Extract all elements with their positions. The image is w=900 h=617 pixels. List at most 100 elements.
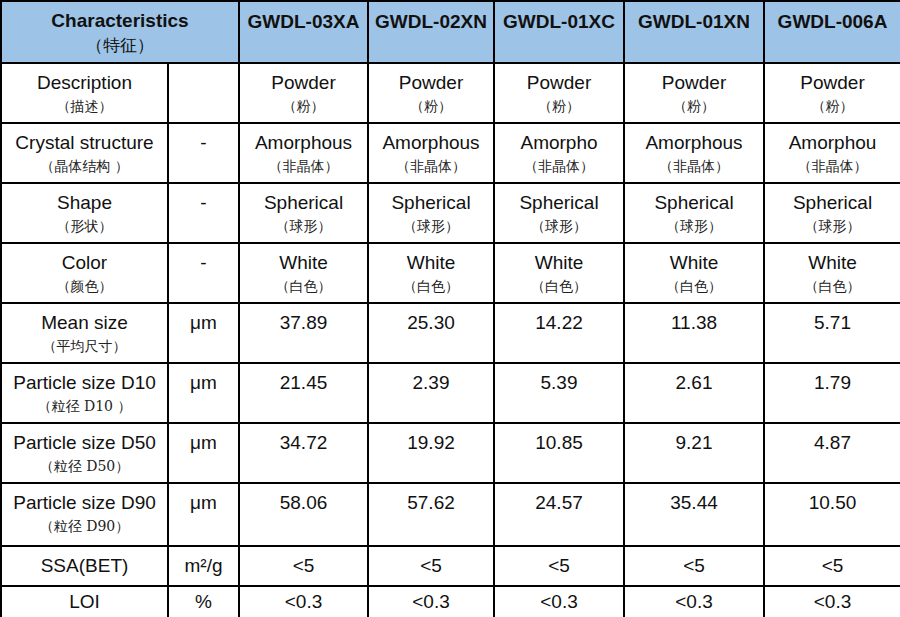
value-cell: 37.89	[239, 303, 368, 363]
value-cell: 14.22	[494, 303, 624, 363]
value-zh: （球形）	[765, 215, 900, 237]
value-cell: Powder（粉）	[368, 63, 494, 123]
row-label-zh: （颜色）	[2, 275, 167, 297]
table-row-ssa-bet: SSA(BET) m²/g <5 <5 <5 <5 <5	[1, 546, 900, 586]
value: White	[240, 244, 367, 275]
row-label-cell: Mean size （平均尺寸）	[1, 303, 168, 363]
value-zh: （非晶体）	[240, 155, 367, 177]
value-zh: （粉）	[625, 95, 763, 117]
value-cell: Spherical（球形）	[764, 183, 900, 243]
value-cell: Spherical（球形）	[494, 183, 624, 243]
value: Spherical	[765, 184, 900, 215]
value: 19.92	[369, 424, 493, 455]
value-cell: <0.3	[764, 586, 900, 617]
row-label-zh: （粒径 D10 ）	[2, 395, 167, 417]
value-cell: <0.3	[368, 586, 494, 617]
value: 57.62	[369, 484, 493, 515]
value: Powder	[369, 64, 493, 95]
value-cell: <5	[624, 546, 764, 586]
unit-cell: m²/g	[168, 546, 239, 586]
unit-cell: -	[168, 183, 239, 243]
value-cell: 4.87	[764, 423, 900, 483]
value-zh: （非晶体）	[495, 155, 623, 177]
value-cell: 35.44	[624, 483, 764, 546]
unit-cell: μm	[168, 423, 239, 483]
value: <5	[765, 554, 900, 578]
characteristics-header-cell: Characteristics （特征）	[1, 1, 239, 63]
unit-cell: μm	[168, 483, 239, 546]
value-zh: （球形）	[369, 215, 493, 237]
row-label: LOI	[2, 590, 167, 614]
row-label: Mean size	[2, 304, 167, 335]
value-cell: <5	[239, 546, 368, 586]
table-row-particle-size-d10: Particle size D10 （粒径 D10 ） μm 21.45 2.3…	[1, 363, 900, 423]
row-label-zh: （描述）	[2, 95, 167, 117]
value-cell: 21.45	[239, 363, 368, 423]
value: 35.44	[625, 484, 763, 515]
value-zh: （球形）	[240, 215, 367, 237]
value: 1.79	[765, 364, 900, 395]
value-cell: Powder（粉）	[494, 63, 624, 123]
value-cell: 34.72	[239, 423, 368, 483]
value: <5	[240, 554, 367, 578]
value: White	[765, 244, 900, 275]
column-header-gwdl-03xa: GWDL-03XA	[239, 1, 368, 63]
row-label: SSA(BET)	[2, 554, 167, 578]
row-label-cell: SSA(BET)	[1, 546, 168, 586]
row-label-zh: （形状）	[2, 215, 167, 237]
column-header-gwdl-02xn: GWDL-02XN	[368, 1, 494, 63]
value-cell: 24.57	[494, 483, 624, 546]
table-row-particle-size-d90: Particle size D90 （粒径 D90） μm 58.06 57.6…	[1, 483, 900, 546]
value-zh: （粉）	[495, 95, 623, 117]
column-header-gwdl-01xc: GWDL-01XC	[494, 1, 624, 63]
value-cell: 25.30	[368, 303, 494, 363]
value: 9.21	[625, 424, 763, 455]
value-cell: <0.3	[494, 586, 624, 617]
value-cell: Spherical（球形）	[239, 183, 368, 243]
value: <0.3	[240, 590, 367, 614]
value: Amorphous	[240, 124, 367, 155]
value: Powder	[495, 64, 623, 95]
value-cell: 58.06	[239, 483, 368, 546]
value-zh: （粉）	[369, 95, 493, 117]
row-label-cell: Color （颜色）	[1, 243, 168, 303]
value-zh: （白色）	[495, 275, 623, 297]
value: 5.39	[495, 364, 623, 395]
value-zh: （球形）	[495, 215, 623, 237]
value: <5	[625, 554, 763, 578]
row-label-zh: （粒径 D50）	[2, 455, 167, 477]
row-label-zh: （平均尺寸）	[2, 335, 167, 357]
value: 5.71	[765, 304, 900, 335]
value: 10.85	[495, 424, 623, 455]
row-label: Description	[2, 64, 167, 95]
row-label: Color	[2, 244, 167, 275]
value-cell: Powder（粉）	[624, 63, 764, 123]
value: <0.3	[369, 590, 493, 614]
header-row: Characteristics （特征） GWDL-03XA GWDL-02XN…	[1, 1, 900, 63]
row-label-cell: Shape （形状）	[1, 183, 168, 243]
value: 21.45	[240, 364, 367, 395]
value: 14.22	[495, 304, 623, 335]
table-row-shape: Shape （形状） - Spherical（球形） Spherical（球形）…	[1, 183, 900, 243]
value-cell: <5	[368, 546, 494, 586]
value-zh: （白色）	[240, 275, 367, 297]
unit-cell: %	[168, 586, 239, 617]
value-cell: White（白色）	[494, 243, 624, 303]
unit-cell	[168, 63, 239, 123]
row-label-cell: Particle size D10 （粒径 D10 ）	[1, 363, 168, 423]
value-cell: Amorphous（非晶体）	[624, 123, 764, 183]
value-cell: Amorphous（非晶体）	[239, 123, 368, 183]
value-zh: （白色）	[369, 275, 493, 297]
characteristics-header-label: Characteristics	[2, 2, 238, 33]
value-zh: （白色）	[765, 275, 900, 297]
value-zh: （粉）	[240, 95, 367, 117]
unit-cell: μm	[168, 363, 239, 423]
value-cell: Powder（粉）	[239, 63, 368, 123]
table-row-particle-size-d50: Particle size D50 （粒径 D50） μm 34.72 19.9…	[1, 423, 900, 483]
value-cell: White（白色）	[368, 243, 494, 303]
value-cell: <5	[494, 546, 624, 586]
value: Spherical	[495, 184, 623, 215]
value-zh: （粉）	[765, 95, 900, 117]
value: Amorphous	[369, 124, 493, 155]
row-label: Shape	[2, 184, 167, 215]
